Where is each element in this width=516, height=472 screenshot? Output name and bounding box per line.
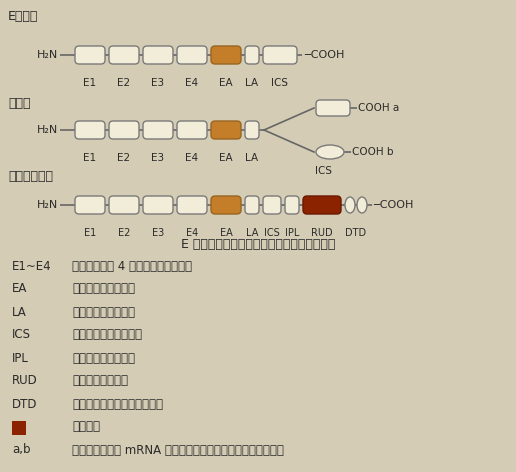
FancyBboxPatch shape: [245, 121, 259, 139]
Ellipse shape: [345, 197, 355, 213]
Text: ─COOH: ─COOH: [373, 200, 413, 210]
Text: RUD: RUD: [12, 374, 38, 388]
Text: DTD: DTD: [12, 397, 38, 411]
Text: LA: LA: [12, 305, 27, 319]
Text: RUD: RUD: [311, 228, 333, 238]
Text: LA: LA: [246, 228, 258, 238]
FancyBboxPatch shape: [316, 100, 350, 116]
FancyBboxPatch shape: [211, 121, 241, 139]
Text: E 钙黏素、桥粒芯糖蛋白和桥粘素结构示意图: E 钙黏素、桥粒芯糖蛋白和桥粘素结构示意图: [181, 238, 335, 251]
Text: ICS: ICS: [12, 329, 31, 342]
Text: E4: E4: [186, 228, 198, 238]
Ellipse shape: [357, 197, 367, 213]
Text: 桥粒芯糖蛋白: 桥粒芯糖蛋白: [8, 170, 53, 183]
Text: E钙黏素: E钙黏素: [8, 10, 38, 23]
Text: 分别表示桥黏素 mRNA 交替切割而产生的两种细胞内功能区。: 分别表示桥黏素 mRNA 交替切割而产生的两种细胞内功能区。: [72, 444, 284, 456]
Text: H₂N: H₂N: [37, 200, 58, 210]
FancyBboxPatch shape: [177, 46, 207, 64]
FancyBboxPatch shape: [143, 196, 173, 214]
FancyBboxPatch shape: [177, 121, 207, 139]
Text: E1: E1: [84, 78, 96, 88]
FancyBboxPatch shape: [75, 46, 105, 64]
Text: E3: E3: [151, 78, 165, 88]
Text: 桥粒核心糖蛋白末端功能区；: 桥粒核心糖蛋白末端功能区；: [72, 397, 163, 411]
FancyBboxPatch shape: [245, 196, 259, 214]
FancyBboxPatch shape: [109, 196, 139, 214]
Text: EA: EA: [219, 78, 233, 88]
Text: H₂N: H₂N: [37, 125, 58, 135]
Text: 桥黏素: 桥黏素: [8, 97, 30, 110]
Text: E3: E3: [151, 153, 165, 163]
Text: 细胞外固定功能区；: 细胞外固定功能区；: [72, 283, 135, 295]
Text: IPL: IPL: [285, 228, 299, 238]
FancyBboxPatch shape: [109, 46, 139, 64]
Text: ICS: ICS: [315, 166, 332, 176]
Text: a,b: a,b: [12, 444, 30, 456]
FancyBboxPatch shape: [143, 121, 173, 139]
FancyBboxPatch shape: [285, 196, 299, 214]
Text: E2: E2: [118, 78, 131, 88]
FancyBboxPatch shape: [263, 196, 281, 214]
Text: COOH a: COOH a: [358, 103, 399, 113]
Text: EA: EA: [220, 228, 232, 238]
FancyBboxPatch shape: [75, 196, 105, 214]
Text: COOH b: COOH b: [352, 147, 394, 157]
FancyBboxPatch shape: [245, 46, 259, 64]
FancyBboxPatch shape: [211, 46, 241, 64]
Ellipse shape: [316, 145, 344, 159]
Bar: [12, 421, 26, 435]
Text: LA: LA: [246, 153, 259, 163]
FancyBboxPatch shape: [263, 46, 297, 64]
Text: E4: E4: [185, 78, 199, 88]
Text: E1~E4: E1~E4: [12, 260, 52, 272]
Text: 细胞内高脯氨酸区；: 细胞内高脯氨酸区；: [72, 352, 135, 364]
Text: H₂N: H₂N: [37, 50, 58, 60]
Text: 细胞内钙黏素样片断；: 细胞内钙黏素样片断；: [72, 329, 142, 342]
Text: EA: EA: [12, 283, 27, 295]
Text: E2: E2: [118, 228, 130, 238]
Text: 重复单位功能区；: 重复单位功能区；: [72, 374, 128, 388]
Text: ─COOH: ─COOH: [304, 50, 344, 60]
Text: ICS: ICS: [271, 78, 288, 88]
Text: 细胞内固定功能区；: 细胞内固定功能区；: [72, 305, 135, 319]
Text: EA: EA: [219, 153, 233, 163]
Text: E3: E3: [152, 228, 164, 238]
Text: E1: E1: [84, 153, 96, 163]
FancyBboxPatch shape: [211, 196, 241, 214]
Text: E1: E1: [84, 228, 96, 238]
Text: E4: E4: [185, 153, 199, 163]
Text: E2: E2: [118, 153, 131, 163]
FancyBboxPatch shape: [109, 121, 139, 139]
Text: LA: LA: [246, 78, 259, 88]
Text: 细胞外等大的 4 个重复序列功能区；: 细胞外等大的 4 个重复序列功能区；: [72, 260, 192, 272]
FancyBboxPatch shape: [143, 46, 173, 64]
Text: IPL: IPL: [12, 352, 29, 364]
FancyBboxPatch shape: [303, 196, 341, 214]
Text: ICS: ICS: [264, 228, 280, 238]
FancyBboxPatch shape: [177, 196, 207, 214]
Text: 细胞膜；: 细胞膜；: [72, 421, 100, 433]
Text: DTD: DTD: [345, 228, 366, 238]
FancyBboxPatch shape: [75, 121, 105, 139]
